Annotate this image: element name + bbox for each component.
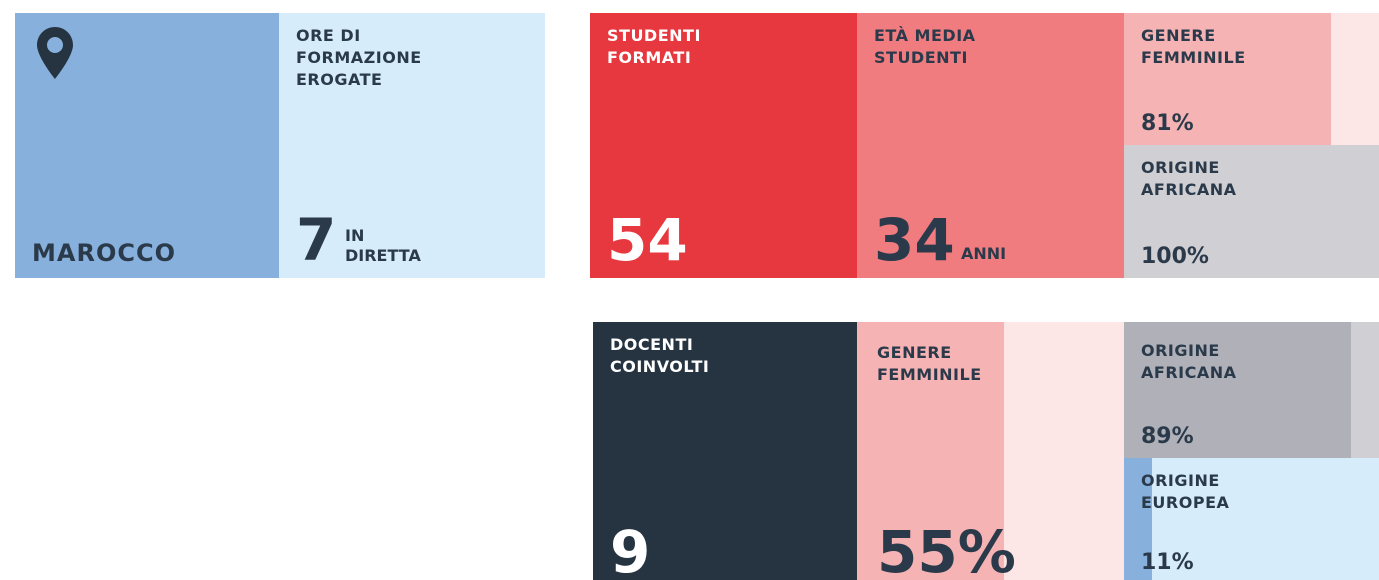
teachers-value: 9 xyxy=(610,518,651,580)
age-unit: ANNI xyxy=(961,244,1007,263)
hours-card: ORE DI FORMAZIONE EROGATE 7 IN DIRETTA xyxy=(279,13,545,278)
percent-bar xyxy=(1124,322,1351,458)
students-african-card: ORIGINE AFRICANA 100% xyxy=(1124,145,1379,278)
teachers-european-card: ORIGINE EUROPEA 11% xyxy=(1124,458,1379,580)
female-value: 81% xyxy=(1141,111,1194,136)
european-value: 11% xyxy=(1141,550,1194,575)
age-value: 34 xyxy=(874,206,955,274)
age-title: ETÀ MEDIA STUDENTI xyxy=(874,26,976,67)
students-female-card: GENERE FEMMINILE 81% xyxy=(1124,13,1379,145)
african-title: ORIGINE AFRICANA xyxy=(1141,158,1237,199)
teachers-african-card: ORIGINE AFRICANA 89% xyxy=(1124,322,1379,458)
percent-bar xyxy=(857,322,1004,580)
hours-unit: IN DIRETTA xyxy=(345,226,421,265)
female-title: GENERE FEMMINILE xyxy=(877,343,982,384)
teachers-card: DOCENTI COINVOLTI 9 xyxy=(593,322,857,580)
percent-bar xyxy=(1124,145,1379,278)
hours-title: ORE DI FORMAZIONE EROGATE xyxy=(296,26,422,89)
students-card: STUDENTI FORMATI 54 xyxy=(590,13,857,278)
age-card: ETÀ MEDIA STUDENTI 34 ANNI xyxy=(857,13,1124,278)
teachers-title: DOCENTI COINVOLTI xyxy=(610,335,710,376)
percent-bar xyxy=(1124,458,1153,580)
students-value: 54 xyxy=(607,206,688,274)
african-title: ORIGINE AFRICANA xyxy=(1141,341,1237,382)
female-value: 55% xyxy=(877,518,1016,580)
african-value: 89% xyxy=(1141,424,1194,449)
female-title: GENERE FEMMINILE xyxy=(1141,26,1246,67)
african-value: 100% xyxy=(1141,244,1209,269)
percent-bar xyxy=(1124,13,1331,145)
students-title: STUDENTI FORMATI xyxy=(607,26,701,67)
pin-icon xyxy=(37,27,73,79)
teachers-female-card: GENERE FEMMINILE 55% xyxy=(857,322,1124,580)
country-card: MAROCCO xyxy=(15,13,279,278)
hours-value: 7 xyxy=(296,206,337,274)
european-title: ORIGINE EUROPEA xyxy=(1141,471,1230,512)
country-name: MAROCCO xyxy=(32,239,176,267)
